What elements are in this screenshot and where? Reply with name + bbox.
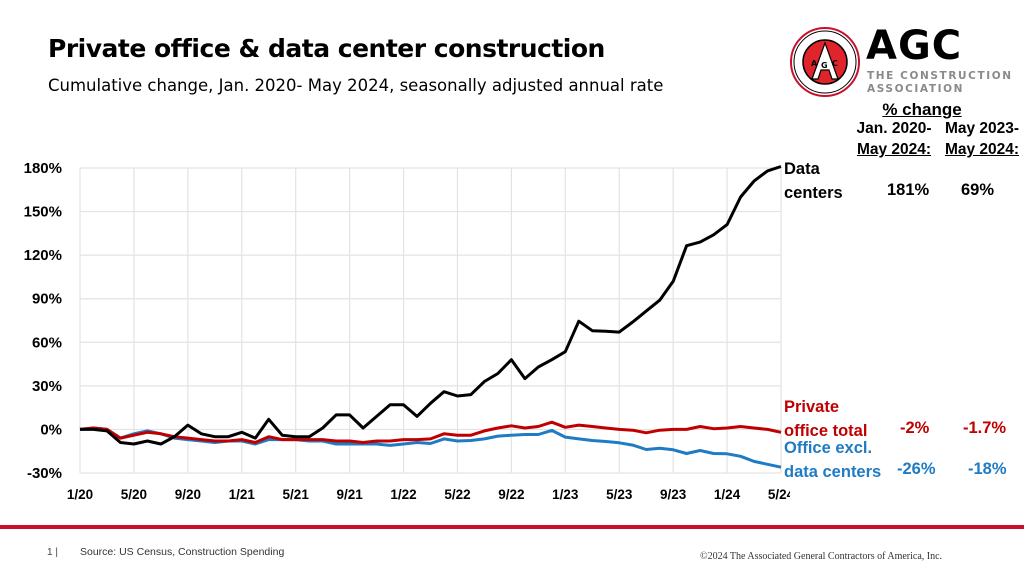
- x-tick-label: 5/23: [606, 487, 633, 502]
- series-label-data-centers: Data centers: [784, 157, 843, 205]
- col1-line2: May 2024:: [856, 141, 932, 158]
- x-tick-label: 1/23: [552, 487, 579, 502]
- private-office-change-2023: -1.7%: [963, 419, 1007, 437]
- series-lines: [79, 165, 782, 469]
- svg-text:C: C: [832, 59, 838, 68]
- label-line: centers: [784, 184, 843, 202]
- series-label-private-office-total: Private office total: [784, 395, 867, 443]
- label-line: Data: [784, 160, 820, 178]
- col2-line2: May 2024:: [944, 141, 1020, 158]
- x-tick-label: 9/20: [175, 487, 201, 502]
- slide-subtitle: Cumulative change, Jan. 2020- May 2024, …: [48, 76, 664, 95]
- series-line-private-office-total: [79, 420, 782, 444]
- y-tick-label: 0%: [40, 421, 62, 438]
- svg-text:A: A: [811, 59, 818, 68]
- series-line-data-centers: [80, 165, 782, 446]
- copyright: ©2024 The Associated General Contractors…: [700, 551, 943, 562]
- label-line: data centers: [784, 463, 882, 481]
- label-line: Office excl.: [784, 439, 873, 457]
- svg-text:G: G: [821, 61, 828, 70]
- label-line: office total: [784, 422, 868, 440]
- office-excl-change-2023: -18%: [968, 460, 1007, 478]
- x-tick-label: 5/22: [444, 487, 470, 502]
- logo-tagline-line-1: THE CONSTRUCTION: [867, 70, 1013, 82]
- private-office-change-2020: -2%: [900, 419, 930, 437]
- x-tick-label: 1/20: [67, 487, 93, 502]
- x-tick-label: 5/21: [283, 487, 310, 502]
- column-header-2020-2024: Jan. 2020- May 2024:: [848, 118, 940, 160]
- office-excl-change-2020: -26%: [897, 460, 936, 478]
- col1-line1: Jan. 2020-: [856, 120, 932, 137]
- y-tick-label: 120%: [24, 247, 62, 264]
- page-number: 1 |: [47, 547, 58, 558]
- y-tick-label: 60%: [32, 334, 62, 351]
- source-note: Source: US Census, Construction Spending: [80, 546, 285, 558]
- agc-logo-tagline: THE CONSTRUCTION ASSOCIATION: [867, 70, 1013, 96]
- agc-logo-wordmark: AGC: [866, 23, 963, 69]
- series-label-office-excl-data-centers: Office excl. data centers: [784, 436, 881, 484]
- y-tick-label: 180%: [24, 160, 62, 177]
- percent-change-heading: % change: [882, 100, 962, 119]
- x-tick-label: 9/23: [660, 487, 687, 502]
- series-line-office-excl-data-centers: [79, 426, 782, 469]
- line-chart: 180% 150% 120% 90% 60% 30% 0% -30% 1/20 5/20 9/20…: [24, 160, 790, 502]
- y-tick-label: -30%: [27, 465, 62, 482]
- x-tick-label: 9/22: [498, 487, 524, 502]
- x-tick-label: 5/24: [768, 487, 790, 502]
- label-line: Private: [784, 398, 840, 416]
- x-tick-label: 5/20: [121, 487, 147, 502]
- y-axis-tick-labels: 180% 150% 120% 90% 60% 30% 0% -30%: [24, 160, 62, 482]
- column-header-2023-2024: May 2023- May 2024:: [938, 118, 1024, 160]
- x-tick-label: 1/21: [229, 487, 256, 502]
- agc-seal-logo: A C G: [790, 27, 860, 97]
- logo-tagline-line-2: ASSOCIATION: [867, 83, 965, 95]
- slide-title: Private office & data center constructio…: [48, 34, 605, 63]
- data-centers-change-2020: 181%: [887, 181, 930, 199]
- x-tick-label: 9/21: [336, 487, 363, 502]
- y-tick-label: 150%: [24, 204, 62, 221]
- x-axis-tick-labels: 1/20 5/20 9/20 1/21 5/21 9/21 1/22 5/22 9/22 1/23…: [67, 487, 790, 502]
- x-tick-label: 1/22: [390, 487, 416, 502]
- col2-line1: May 2023-: [944, 120, 1020, 137]
- x-tick-label: 1/24: [714, 487, 741, 502]
- data-centers-change-2023: 69%: [961, 181, 995, 199]
- y-tick-label: 90%: [32, 291, 62, 308]
- y-tick-label: 30%: [32, 378, 62, 395]
- footer-divider: [0, 525, 1024, 529]
